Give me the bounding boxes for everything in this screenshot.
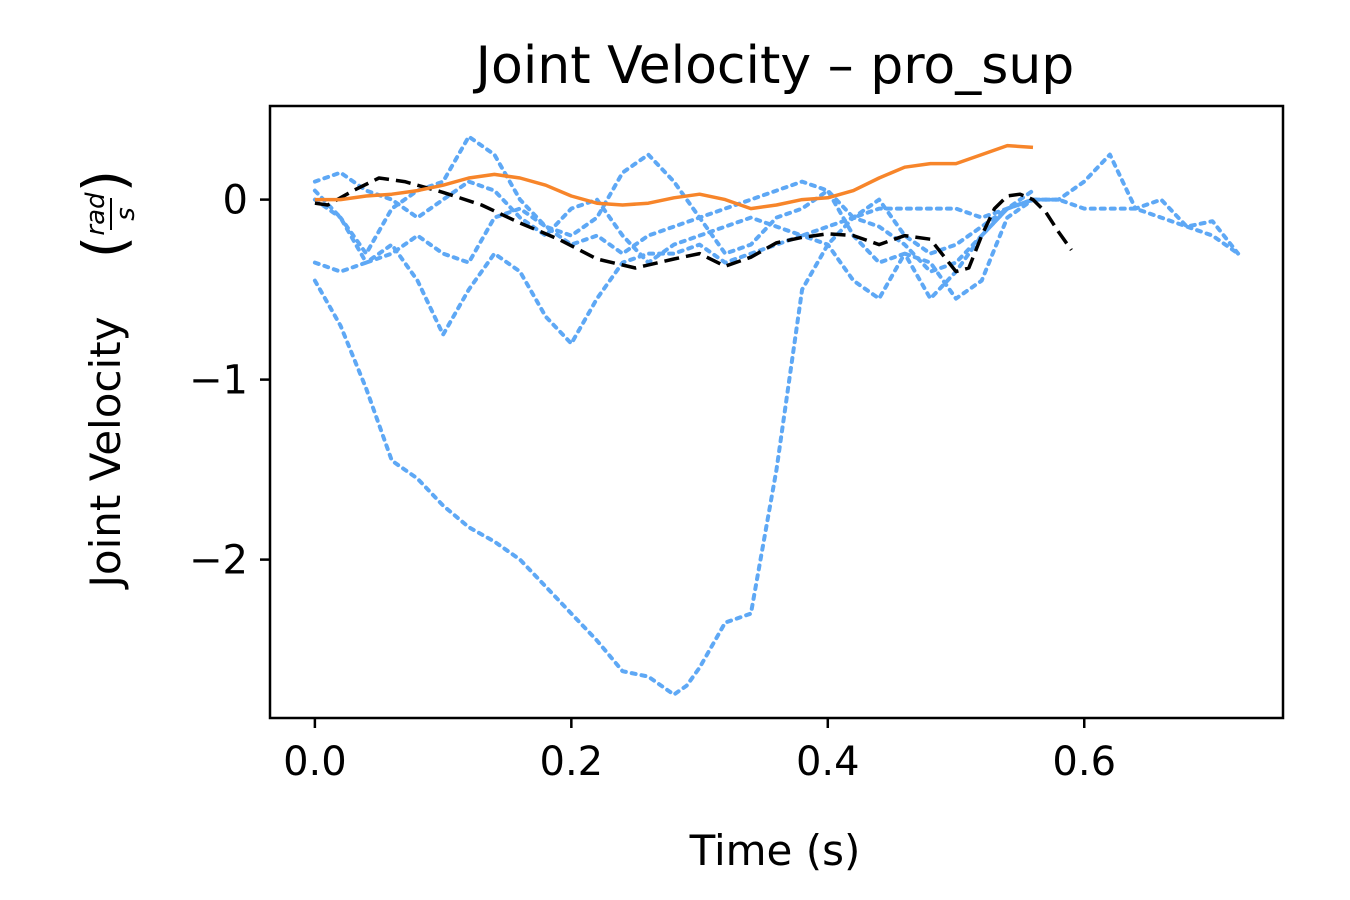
chart-title: Joint Velocity – pro_sup: [473, 36, 1075, 96]
series-line-trial-2: [312, 197, 1035, 346]
x-axis-ticks: 0.0 0.2 0.4 0.6: [283, 718, 1116, 785]
plot-area: [268, 104, 1285, 720]
x-tick-label: 0.6: [1052, 739, 1116, 785]
y-axis-label: Joint Velocity: [81, 317, 130, 591]
series-line-mean: [314, 176, 1073, 274]
series-line-trial-4: [312, 152, 1241, 274]
y-axis-unit-numerator: rad: [81, 192, 111, 236]
series-line-trial-3: [312, 134, 1035, 301]
x-tick-label: 0.4: [796, 739, 860, 785]
y-axis-unit-open-paren: (: [70, 236, 138, 259]
y-tick-label: −1: [189, 358, 248, 404]
y-tick-label: −2: [189, 538, 248, 584]
x-tick-label: 0.0: [283, 739, 347, 785]
series-layer: [312, 134, 1241, 697]
series-line-reference: [314, 143, 1034, 211]
axes-frame: [268, 104, 1285, 720]
y-axis-ticks: 0 −1 −2: [189, 178, 270, 584]
y-tick-label: 0: [223, 178, 248, 224]
x-axis-label: Time (s): [689, 826, 861, 875]
series-line-trial-1: [312, 197, 1035, 697]
y-axis-unit-close-paren: ): [70, 170, 138, 193]
y-axis-unit-denominator: s: [111, 207, 141, 221]
y-axis-label-group: Joint Velocity ( rad s ): [70, 170, 141, 591]
series-line-trial-5: [312, 179, 1241, 265]
x-tick-label: 0.2: [540, 739, 604, 785]
